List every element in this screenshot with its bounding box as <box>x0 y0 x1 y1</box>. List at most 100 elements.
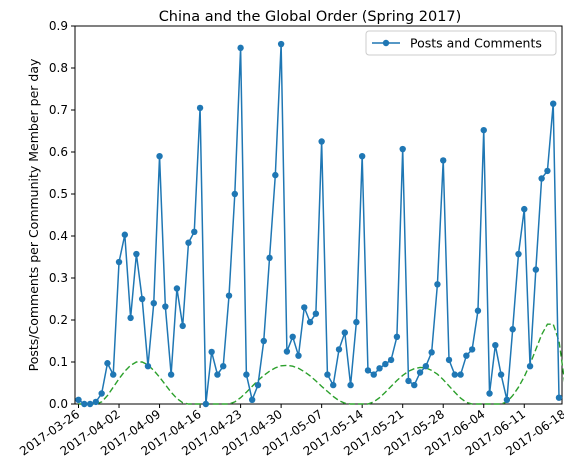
data-point <box>179 322 186 330</box>
data-point <box>301 304 308 311</box>
y-tick-label: 0.8 <box>49 61 68 75</box>
y-tick-label: 0.4 <box>49 229 68 243</box>
data-point <box>550 100 557 107</box>
data-point <box>521 205 528 213</box>
data-point <box>81 400 88 408</box>
data-point <box>266 254 273 262</box>
data-point <box>532 266 540 273</box>
data-point <box>156 153 163 160</box>
data-point <box>92 398 100 406</box>
data-point <box>364 367 372 374</box>
y-tick-label: 0.6 <box>49 145 68 159</box>
y-tick-label: 0.1 <box>49 355 68 369</box>
data-point <box>214 371 221 378</box>
y-tick-label: 0.2 <box>49 313 68 327</box>
data-point <box>318 138 325 145</box>
data-point <box>335 346 343 353</box>
data-point <box>115 258 123 266</box>
data-point <box>306 318 314 326</box>
data-point <box>451 371 458 378</box>
plot-area: 0.0 0.1 0.2 0.3 0.4 0.5 0.6 0.7 0.8 0.9 2017-03-2… <box>17 19 564 458</box>
data-point <box>75 396 82 403</box>
data-point <box>463 352 470 359</box>
data-point <box>283 348 291 355</box>
data-point <box>457 371 464 378</box>
data-point <box>162 303 169 310</box>
data-point <box>272 171 279 179</box>
data-point <box>191 228 198 235</box>
data-point <box>173 285 181 292</box>
data-point <box>492 342 499 349</box>
data-point <box>370 371 377 378</box>
y-axis: 0.0 0.1 0.2 0.3 0.4 0.5 0.6 0.7 0.8 0.9 <box>49 19 75 411</box>
data-point <box>295 352 302 359</box>
data-point <box>411 381 418 389</box>
x-axis: 2017-03-262017-04-022017-04-092017-04-16… <box>17 404 564 458</box>
data-point <box>376 365 383 372</box>
data-point <box>503 396 511 403</box>
data-point <box>428 349 435 356</box>
data-point <box>86 400 94 408</box>
data-point <box>220 363 227 370</box>
y-tick-label: 0.7 <box>49 103 68 117</box>
data-point <box>127 314 134 322</box>
data-point <box>445 356 453 364</box>
data-point <box>104 360 111 367</box>
data-point <box>312 310 320 317</box>
series-line <box>78 44 560 405</box>
data-point <box>515 250 522 258</box>
y-tick-label: 0.5 <box>49 187 68 201</box>
data-point <box>237 44 244 52</box>
data-point <box>434 281 441 288</box>
data-point <box>358 153 366 160</box>
data-point <box>399 145 406 153</box>
data-point <box>98 390 105 397</box>
data-point <box>254 381 262 389</box>
data-point <box>167 371 175 378</box>
chart-title: China and the Global Order (Spring 2017) <box>159 9 462 25</box>
data-point <box>138 295 146 303</box>
data-point <box>387 356 395 364</box>
data-point <box>202 400 210 408</box>
data-point <box>150 300 157 307</box>
data-point <box>497 371 505 378</box>
data-point <box>353 318 360 326</box>
data-point <box>277 40 285 48</box>
data-point <box>196 104 204 112</box>
data-point <box>544 167 551 175</box>
data-point <box>405 377 412 385</box>
data-point <box>289 333 296 340</box>
data-point <box>330 381 337 389</box>
data-point <box>248 396 256 403</box>
data-point <box>260 337 267 345</box>
y-tick-label: 0.9 <box>49 19 68 33</box>
data-point <box>393 333 401 340</box>
data-point <box>208 348 215 356</box>
data-point <box>468 346 476 353</box>
data-point <box>133 250 140 258</box>
series-layer <box>75 40 564 408</box>
data-point <box>526 363 534 370</box>
data-point <box>422 363 430 370</box>
legend-series-label: Posts and Comments <box>410 36 542 51</box>
data-point <box>538 175 545 182</box>
data-point <box>486 390 493 397</box>
data-point <box>509 326 516 333</box>
y-axis-title: Posts/Comments per Community Member per … <box>26 58 41 371</box>
legend-box <box>365 30 557 56</box>
data-point <box>185 239 192 246</box>
trend-line <box>78 323 564 405</box>
legend: Posts and Comments <box>365 30 557 56</box>
y-tick-label: 0.3 <box>49 271 68 285</box>
data-point <box>225 292 233 299</box>
data-point <box>480 126 487 134</box>
legend-series-marker <box>382 39 390 47</box>
data-point <box>231 190 239 198</box>
data-point <box>382 360 389 368</box>
data-point <box>324 371 331 378</box>
data-point <box>416 369 424 376</box>
data-point <box>474 307 482 314</box>
data-point <box>110 371 117 378</box>
data-point <box>341 329 349 336</box>
